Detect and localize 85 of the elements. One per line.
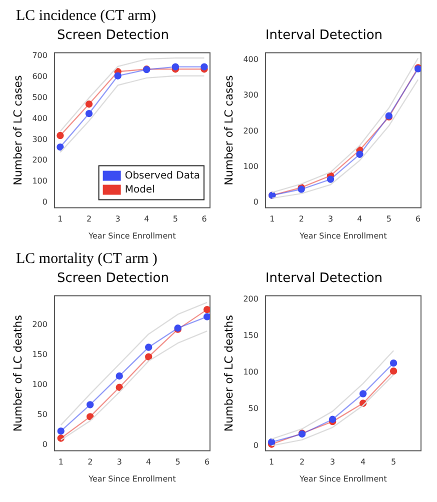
chart-title: Interval Detection — [264, 271, 384, 288]
point — [172, 63, 180, 70]
y-axis-title: Number of LC deaths — [11, 314, 24, 432]
point — [57, 427, 64, 435]
x-tick-label: 6 — [416, 214, 421, 224]
legend-label: Model — [124, 184, 155, 196]
x-tick-label: 3 — [330, 458, 336, 467]
point — [116, 372, 123, 380]
y-axis-title: Number of LC cases — [11, 74, 24, 186]
point — [390, 368, 398, 375]
y-tick-label: 700 — [32, 51, 48, 60]
point — [86, 401, 94, 408]
x-axis-title: Year Since Enrollment — [88, 474, 176, 484]
point — [116, 384, 123, 391]
point — [328, 416, 336, 423]
point — [85, 100, 93, 108]
x-axis-title: Year Since Enrollment — [298, 231, 387, 240]
x-tick-label: 4 — [146, 458, 152, 467]
x-tick-label: 6 — [204, 458, 210, 467]
chart-subtitle: LC mortality (CT arm ) — [15, 251, 158, 269]
chart-subtitle: LC incidence (CT arm) — [15, 8, 158, 26]
x-tick-label: 5 — [386, 214, 392, 224]
y-tick-label: 0 — [42, 440, 48, 449]
x-tick-label: 3 — [328, 214, 334, 224]
y-tick-label: 0 — [42, 198, 48, 207]
x-tick-label: 2 — [298, 214, 304, 224]
y-axis-title: Number of LC deaths — [222, 314, 236, 432]
y-tick-label: 200 — [243, 294, 258, 304]
y-tick-label: 100 — [243, 368, 258, 377]
y-tick-label: 300 — [32, 134, 48, 144]
chart-title: Screen Detection — [56, 271, 170, 288]
y-tick-label: 600 — [32, 72, 48, 81]
point — [56, 132, 64, 140]
x-axis-title: Year Since Enrollment — [298, 474, 387, 484]
x-tick-label: 1 — [269, 458, 274, 467]
x-tick-label: 3 — [116, 458, 122, 467]
point — [268, 438, 276, 446]
chart-title: Interval Detection — [264, 28, 384, 45]
point — [203, 313, 210, 320]
point — [114, 72, 122, 80]
point — [326, 176, 334, 183]
point — [200, 63, 208, 70]
x-tick-label: 5 — [391, 458, 396, 467]
y-tick-label: 300 — [243, 90, 258, 100]
x-tick-label: 5 — [175, 458, 180, 467]
x-tick-label: 2 — [86, 214, 92, 224]
x-tick-label: 5 — [172, 214, 178, 224]
y-tick-label: 200 — [32, 320, 48, 330]
y-tick-label: 400 — [243, 55, 258, 64]
y-tick-label: 150 — [243, 331, 258, 340]
x-tick-label: 2 — [300, 458, 305, 467]
point — [203, 306, 210, 314]
y-tick-label: 150 — [32, 350, 48, 360]
y-axis-title: Number of LC cases — [222, 74, 236, 186]
y-tick-label: 0 — [253, 198, 258, 207]
y-tick-label: 200 — [32, 156, 48, 165]
point — [56, 143, 64, 151]
chart-title: Screen Detection — [56, 28, 170, 45]
x-tick-label: 4 — [360, 458, 366, 467]
x-tick-label: 1 — [58, 458, 64, 467]
y-tick-label: 100 — [32, 380, 48, 390]
y-tick-label: 500 — [32, 92, 48, 102]
y-tick-label: 100 — [243, 162, 258, 171]
x-tick-label: 3 — [115, 214, 120, 224]
legend-label: Observed Data — [124, 170, 200, 182]
x-tick-label: 2 — [88, 458, 93, 467]
y-tick-label: 50 — [37, 410, 48, 419]
x-tick-label: 1 — [270, 214, 275, 224]
x-tick-label: 4 — [144, 214, 150, 224]
y-tick-label: 0 — [253, 440, 258, 450]
point — [390, 359, 398, 367]
point — [145, 344, 152, 351]
point — [145, 353, 152, 360]
point — [356, 150, 364, 158]
y-tick-label: 100 — [32, 176, 48, 186]
y-tick-label: 50 — [248, 404, 258, 414]
x-tick-label: 1 — [58, 214, 63, 224]
x-tick-label: 4 — [357, 214, 362, 224]
x-tick-label: 6 — [202, 214, 207, 224]
y-tick-label: 400 — [32, 114, 48, 123]
y-tick-label: 200 — [243, 126, 258, 136]
point — [85, 110, 93, 118]
point — [359, 390, 367, 398]
point — [86, 413, 94, 420]
x-axis-title: Year Since Enrollment — [88, 231, 176, 240]
